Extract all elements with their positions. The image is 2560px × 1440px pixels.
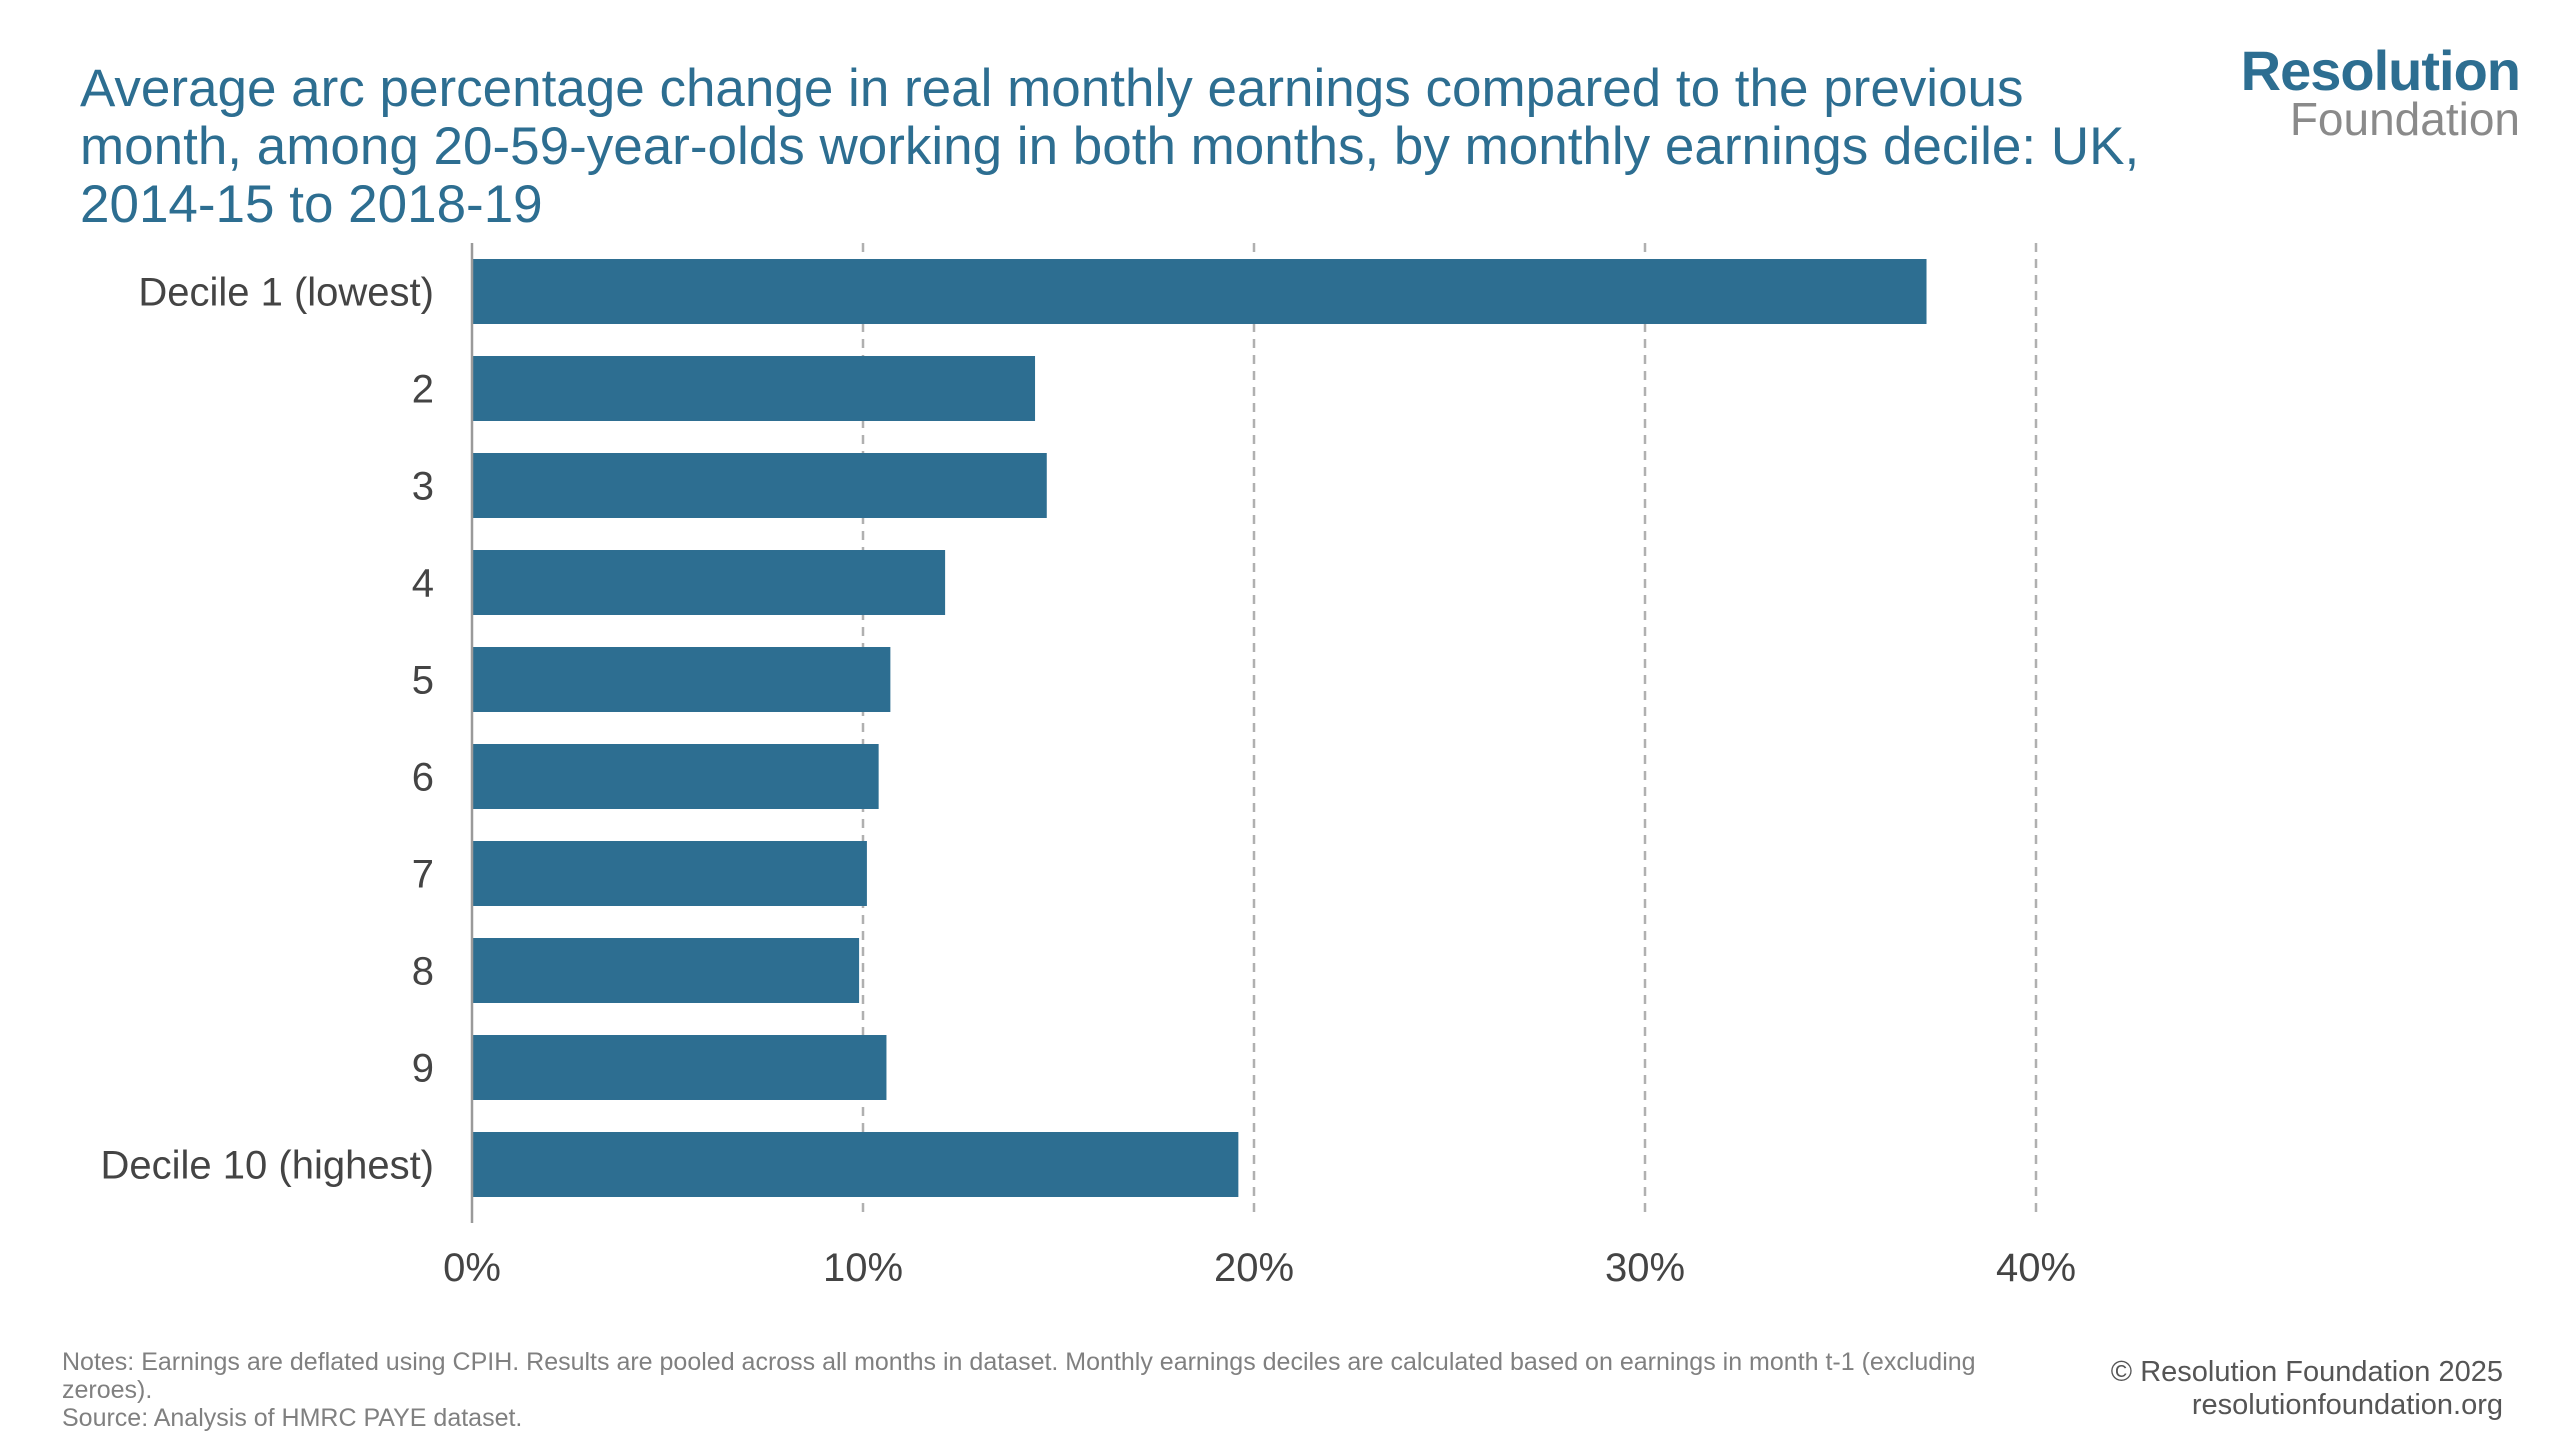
bar: [472, 1132, 1239, 1197]
bar: [472, 841, 867, 906]
bar: [472, 356, 1036, 421]
chart-notes: Notes: Earnings are deflated using CPIH.…: [62, 1348, 2042, 1432]
source-text: Source: Analysis of HMRC PAYE dataset.: [62, 1404, 523, 1432]
category-label: 9: [412, 1047, 434, 1091]
category-label: 7: [412, 853, 434, 897]
resolution-foundation-logo: Resolution Foundation: [2240, 39, 2521, 145]
labels: 0% 10% 20% 30% 40% Decile 1 (lowest) 2 3 4 5 6 7 8 9 D…: [101, 271, 2077, 1291]
category-label: 3: [412, 465, 434, 509]
logo-word-resolution: Resolution: [2240, 39, 2521, 102]
copyright-text: © Resolution Foundation 2025: [2110, 1356, 2503, 1388]
bar: [472, 744, 879, 809]
bar: [472, 647, 891, 712]
x-tick-label: 10%: [823, 1246, 903, 1290]
category-label: 4: [412, 562, 434, 606]
category-label: 2: [412, 368, 434, 412]
notes-text: Notes: Earnings are deflated using CPIH.…: [62, 1348, 1976, 1404]
category-label: Decile 10 (highest): [101, 1144, 435, 1188]
x-tick-label: 20%: [1214, 1246, 1294, 1290]
category-label: 6: [412, 756, 434, 800]
website-text: resolutionfoundation.org: [2191, 1389, 2503, 1421]
chart-title: Average arc percentage change in real mo…: [80, 59, 2140, 234]
category-label: 5: [412, 659, 434, 703]
bar: [472, 1035, 887, 1100]
copyright-block: © Resolution Foundation 2025 resolutionf…: [2111, 1356, 2503, 1422]
bar: [472, 453, 1047, 518]
x-tick-label: 40%: [1996, 1246, 2076, 1290]
x-tick-label: 0%: [443, 1246, 501, 1290]
category-label: 8: [412, 950, 434, 994]
bar-chart: 0% 10% 20% 30% 40% Decile 1 (lowest) 2 3 4 5 6 7 8 9 D…: [101, 243, 2077, 1291]
x-tick-label: 30%: [1605, 1246, 1685, 1290]
category-label: Decile 1 (lowest): [138, 271, 434, 315]
bar: [472, 550, 946, 615]
logo-word-foundation: Foundation: [2289, 93, 2520, 145]
bars: [472, 259, 1927, 1197]
bar: [472, 259, 1927, 324]
grid-lines: [861, 243, 2038, 1213]
bar: [472, 938, 860, 1003]
